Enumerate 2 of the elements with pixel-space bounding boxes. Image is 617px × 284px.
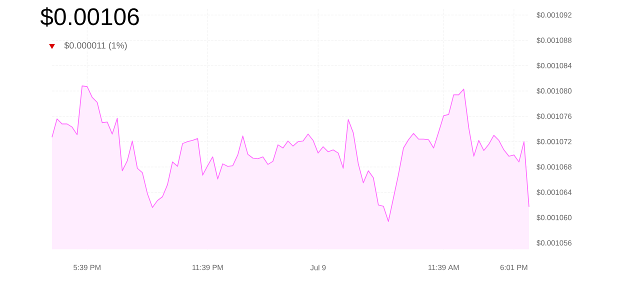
chart-title: $0.00106 xyxy=(40,7,139,27)
text: $0.000011 (1%) xyxy=(64,42,127,50)
